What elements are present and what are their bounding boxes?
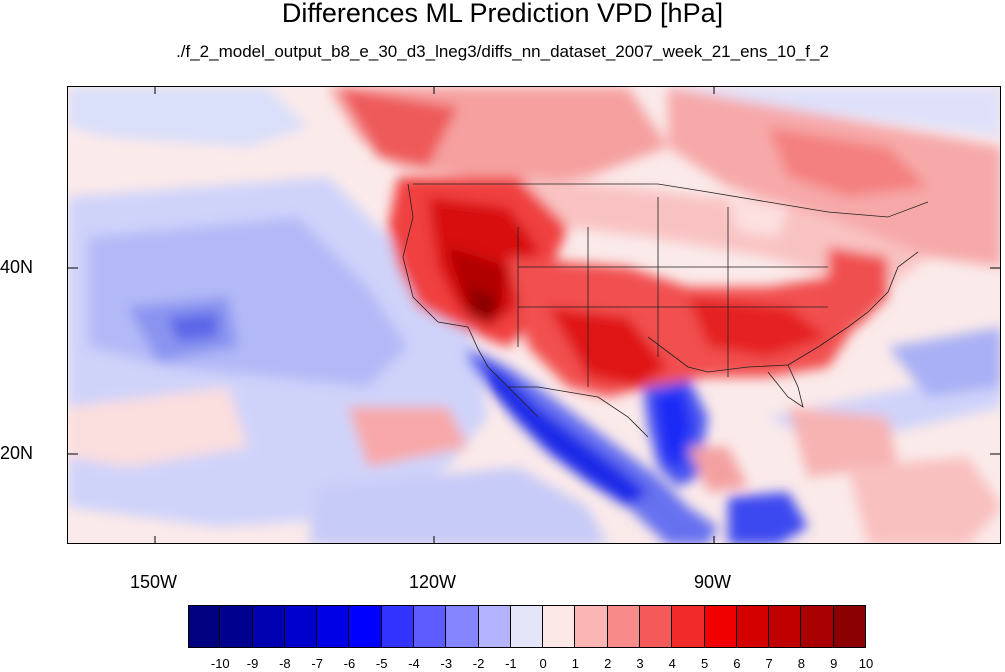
colorbar-tick-label: -10 [210,656,230,671]
colorbar-swatch [607,605,640,648]
colorbar-tick-label: -9 [246,656,259,671]
colorbar-swatch [736,605,770,648]
colorbar-tick-label: 2 [604,656,612,671]
colorbar-swatch [672,605,705,648]
map-plot-area [67,86,1001,544]
colorbar-swatch [575,605,608,648]
colorbar-tick-label: -6 [343,656,356,671]
colorbar-tick-label: -8 [279,656,291,671]
colorbar-swatch [381,605,414,648]
colorbar-swatch [188,605,221,648]
colorbar-tick-label: 8 [797,656,806,671]
colorbar-tick-label: 10 [858,656,874,671]
colorbar-swatch [704,605,737,648]
colorbar-swatch [478,605,511,648]
colorbar-border [188,605,866,648]
colorbar-swatch [284,605,318,648]
colorbar-tick-label: -4 [408,656,420,671]
lon-label-120w: 120W [409,572,457,592]
colorbar-swatch [801,605,834,648]
colorbar-swatch [317,605,350,648]
coastline-lines [402,183,929,438]
colorbar-tick-label: -5 [375,656,388,671]
lon-label-150w: 150W [130,572,178,592]
map-subtitle: ./f_2_model_output_b8_e_30_d3_lneg3/diff… [176,42,829,61]
colorbar [188,605,866,648]
colorbar-tick-label: -2 [472,656,485,671]
colorbar-swatch [220,605,253,648]
colorbar-tick-label: -3 [440,656,453,671]
colorbar-swatch [640,605,673,648]
colorbar-tick-label: 7 [765,656,773,671]
colorbar-tick-label: 1 [571,656,580,671]
colorbar-swatch [510,605,544,648]
lat-label-40n: 40N [0,257,34,277]
vpd-difference-field [68,87,1000,543]
colorbar-swatch [349,605,382,648]
colorbar-tick-label: -7 [311,656,323,671]
colorbar-swatch [252,605,285,648]
map-title: Differences ML Prediction VPD [hPa] [281,0,724,28]
colorbar-swatch [414,605,447,648]
colorbar-tick-label: 0 [539,656,547,671]
colorbar-tick-label: 5 [700,656,709,671]
colorbar-tick-label: 9 [830,656,838,671]
colorbar-tick-label: 3 [636,656,644,671]
colorbar-swatch [446,605,479,648]
lat-label-20n: 20N [0,443,34,463]
colorbar-tick-label: 6 [733,656,741,671]
lon-label-90w: 90W [694,572,732,592]
colorbar-swatch [543,605,576,648]
colorbar-swatch [833,605,866,648]
colorbar-tick-label: -1 [505,656,517,671]
colorbar-swatch [769,605,802,648]
colorbar-tick-label: 4 [668,656,676,671]
